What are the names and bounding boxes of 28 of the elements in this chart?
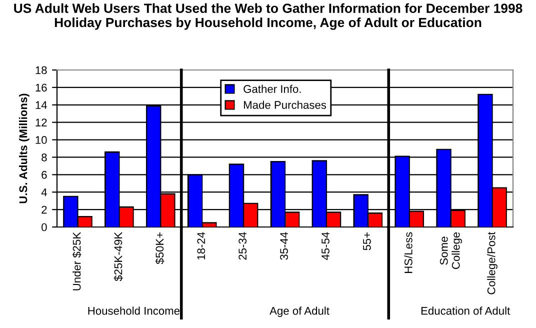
text: Education of Adult [421,306,510,315]
text: Age of Adult [270,306,330,317]
chart-title: US Adult Web Users That Used the Web to Gather Information for December 1998 Holiday Purchases by Household Income, Age of Adult or Education [14,3,522,30]
x-tick-label: HS/Less [404,232,412,273]
y-tick-label: 6 [42,170,47,179]
x-tick-label: 55+ [363,232,371,250]
x-tick-label: 18-24 [197,232,206,260]
x-tick-label: 25-34 [238,232,247,260]
legend-label: Gather Info. [244,84,301,93]
x-tick-label: Under $25K [72,232,82,290]
x-tick-label: $50K+ [155,232,164,264]
text: Household Income [88,306,180,315]
y-tick-label: 8 [42,153,47,162]
x-tick-label: $25K-49K [114,232,123,282]
x-tick-label: 45-54 [322,232,330,260]
y-tick-label: 4 [41,188,47,196]
y-axis-title: U.S. Adults (Millions) [19,94,30,204]
y-tick-label: 2 [42,206,47,214]
x-tick-label: College/Post [487,232,498,294]
legend-label: Made Purchases [244,100,326,109]
y-tick-label: 0 [42,223,47,232]
x-tick-label: Some College [440,232,462,269]
y-tick-label: 16 [36,84,47,92]
y-tick-label: 10 [36,136,47,144]
y-tick-label: 12 [36,118,47,126]
y-tick-label: 14 [36,101,47,109]
x-tick-label: 35-44 [280,232,288,260]
y-tick-label: 18 [36,66,47,74]
